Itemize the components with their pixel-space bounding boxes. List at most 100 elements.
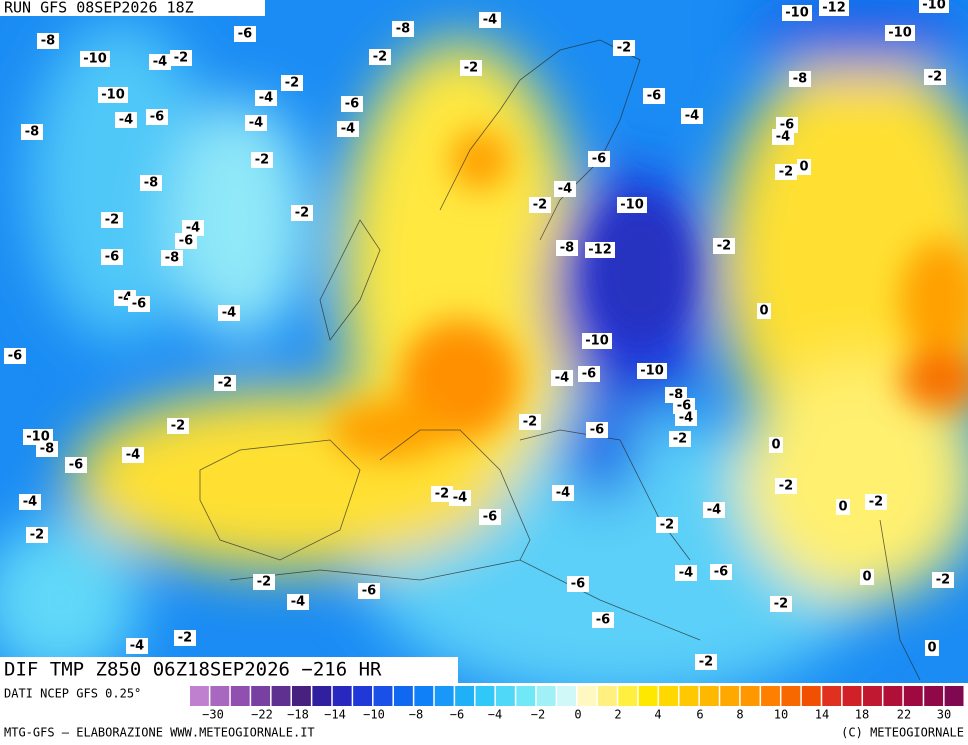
contour-label: 0 <box>927 641 936 656</box>
label-box <box>586 422 608 438</box>
contour-label: -2 <box>464 61 478 76</box>
contour-label: -6 <box>69 458 83 473</box>
contour-label: 0 <box>799 160 808 175</box>
contour-label: -2 <box>936 573 950 588</box>
label-box <box>656 517 678 533</box>
label-box <box>617 197 647 213</box>
label-box <box>772 129 794 145</box>
contour-label: -10 <box>585 334 609 349</box>
label-box <box>251 152 273 168</box>
contour-label: -2 <box>617 41 631 56</box>
label-box <box>115 112 137 128</box>
colorbar-tick: −2 <box>531 708 545 722</box>
contour-label: -10 <box>83 52 107 67</box>
colorbar-tick: 14 <box>815 708 829 722</box>
label-box <box>146 109 168 125</box>
source: DATI NCEP GFS 0.25° <box>4 687 141 701</box>
label-box <box>932 572 954 588</box>
label-box <box>392 21 414 37</box>
label-box <box>643 88 665 104</box>
label-box <box>341 96 363 112</box>
label-box <box>582 333 612 349</box>
contour-label: -4 <box>483 13 497 28</box>
label-box <box>101 249 123 265</box>
contour-label: -6 <box>362 584 376 599</box>
color-swatch <box>761 686 780 706</box>
contour-label: -10 <box>620 198 644 213</box>
label-box <box>182 220 204 236</box>
color-swatch <box>863 686 882 706</box>
label-box <box>167 418 189 434</box>
label-box <box>613 40 635 56</box>
contour-label: 0 <box>838 500 847 515</box>
label-box <box>128 296 150 312</box>
label-box <box>98 87 128 103</box>
contour-label: -2 <box>295 206 309 221</box>
contour-label: -2 <box>779 165 793 180</box>
contour-label: -8 <box>793 72 807 87</box>
contour-label: -2 <box>30 528 44 543</box>
color-swatch <box>434 686 454 706</box>
label-box <box>925 640 939 656</box>
contour-label: 0 <box>771 438 780 453</box>
label-box <box>585 242 615 258</box>
contour-label: -8 <box>25 125 39 140</box>
label-box <box>161 250 183 266</box>
label-box <box>80 51 110 67</box>
contour-label: -6 <box>780 118 794 133</box>
color-swatch <box>924 686 944 706</box>
label-box <box>287 594 309 610</box>
contour-labels: -4-8-6-8-10 -4 -2 -2-2-2-6-8-10-10 -12 -10-2-… <box>4 0 954 670</box>
contour-label: -2 <box>660 518 674 533</box>
map-title: DIF TMP Z850 06Z18SEP2026 −216 HR <box>4 659 382 681</box>
contour-label: 0 <box>862 570 871 585</box>
contour-label: -10 <box>101 88 125 103</box>
contour-label: -4 <box>685 109 699 124</box>
label-box <box>214 375 236 391</box>
color-swatch <box>638 686 658 706</box>
contour-label: -2 <box>673 432 687 447</box>
credit: MTG-GFS — ELABORAZIONE WWW.METEOGIORNALE… <box>4 726 315 740</box>
label-box <box>836 499 850 515</box>
contour-label: -2 <box>523 415 537 430</box>
color-swatch <box>618 686 638 706</box>
contour-label: -4 <box>555 371 569 386</box>
title-box <box>0 657 458 683</box>
label-box <box>36 441 58 457</box>
colorbar-tick: −4 <box>488 708 502 722</box>
label-box <box>567 576 589 592</box>
label-box <box>122 447 144 463</box>
contour-label: -6 <box>179 234 193 249</box>
label-box <box>126 638 148 654</box>
contour-label: -4 <box>186 221 200 236</box>
color-swatch <box>557 686 576 706</box>
color-swatch <box>720 686 740 706</box>
contour-label: -2 <box>373 50 387 65</box>
colorbar-tick: −10 <box>363 708 385 722</box>
label-box <box>245 115 267 131</box>
color-swatch <box>944 686 964 706</box>
color-swatch <box>455 686 475 706</box>
color-swatch <box>883 686 903 706</box>
color-swatch <box>393 686 413 706</box>
label-box <box>769 437 783 453</box>
label-box <box>860 569 874 585</box>
label-box <box>479 12 501 28</box>
label-box <box>291 205 313 221</box>
label-box <box>703 502 725 518</box>
label-box <box>255 90 277 106</box>
contour-label: -8 <box>165 251 179 266</box>
color-swatch <box>291 686 311 706</box>
contour-label: -2 <box>435 487 449 502</box>
contour-label: -6 <box>677 399 691 414</box>
contour-label: -4 <box>341 122 355 137</box>
colorbar-tick: 6 <box>696 708 703 722</box>
run-label: RUN GFS 08SEP2026 18Z <box>4 0 194 17</box>
label-box <box>637 363 667 379</box>
colorbar-tick: −30 <box>202 708 224 722</box>
label-box <box>556 240 578 256</box>
label-box <box>175 233 197 249</box>
label-box <box>551 370 573 386</box>
label-box <box>253 574 275 590</box>
